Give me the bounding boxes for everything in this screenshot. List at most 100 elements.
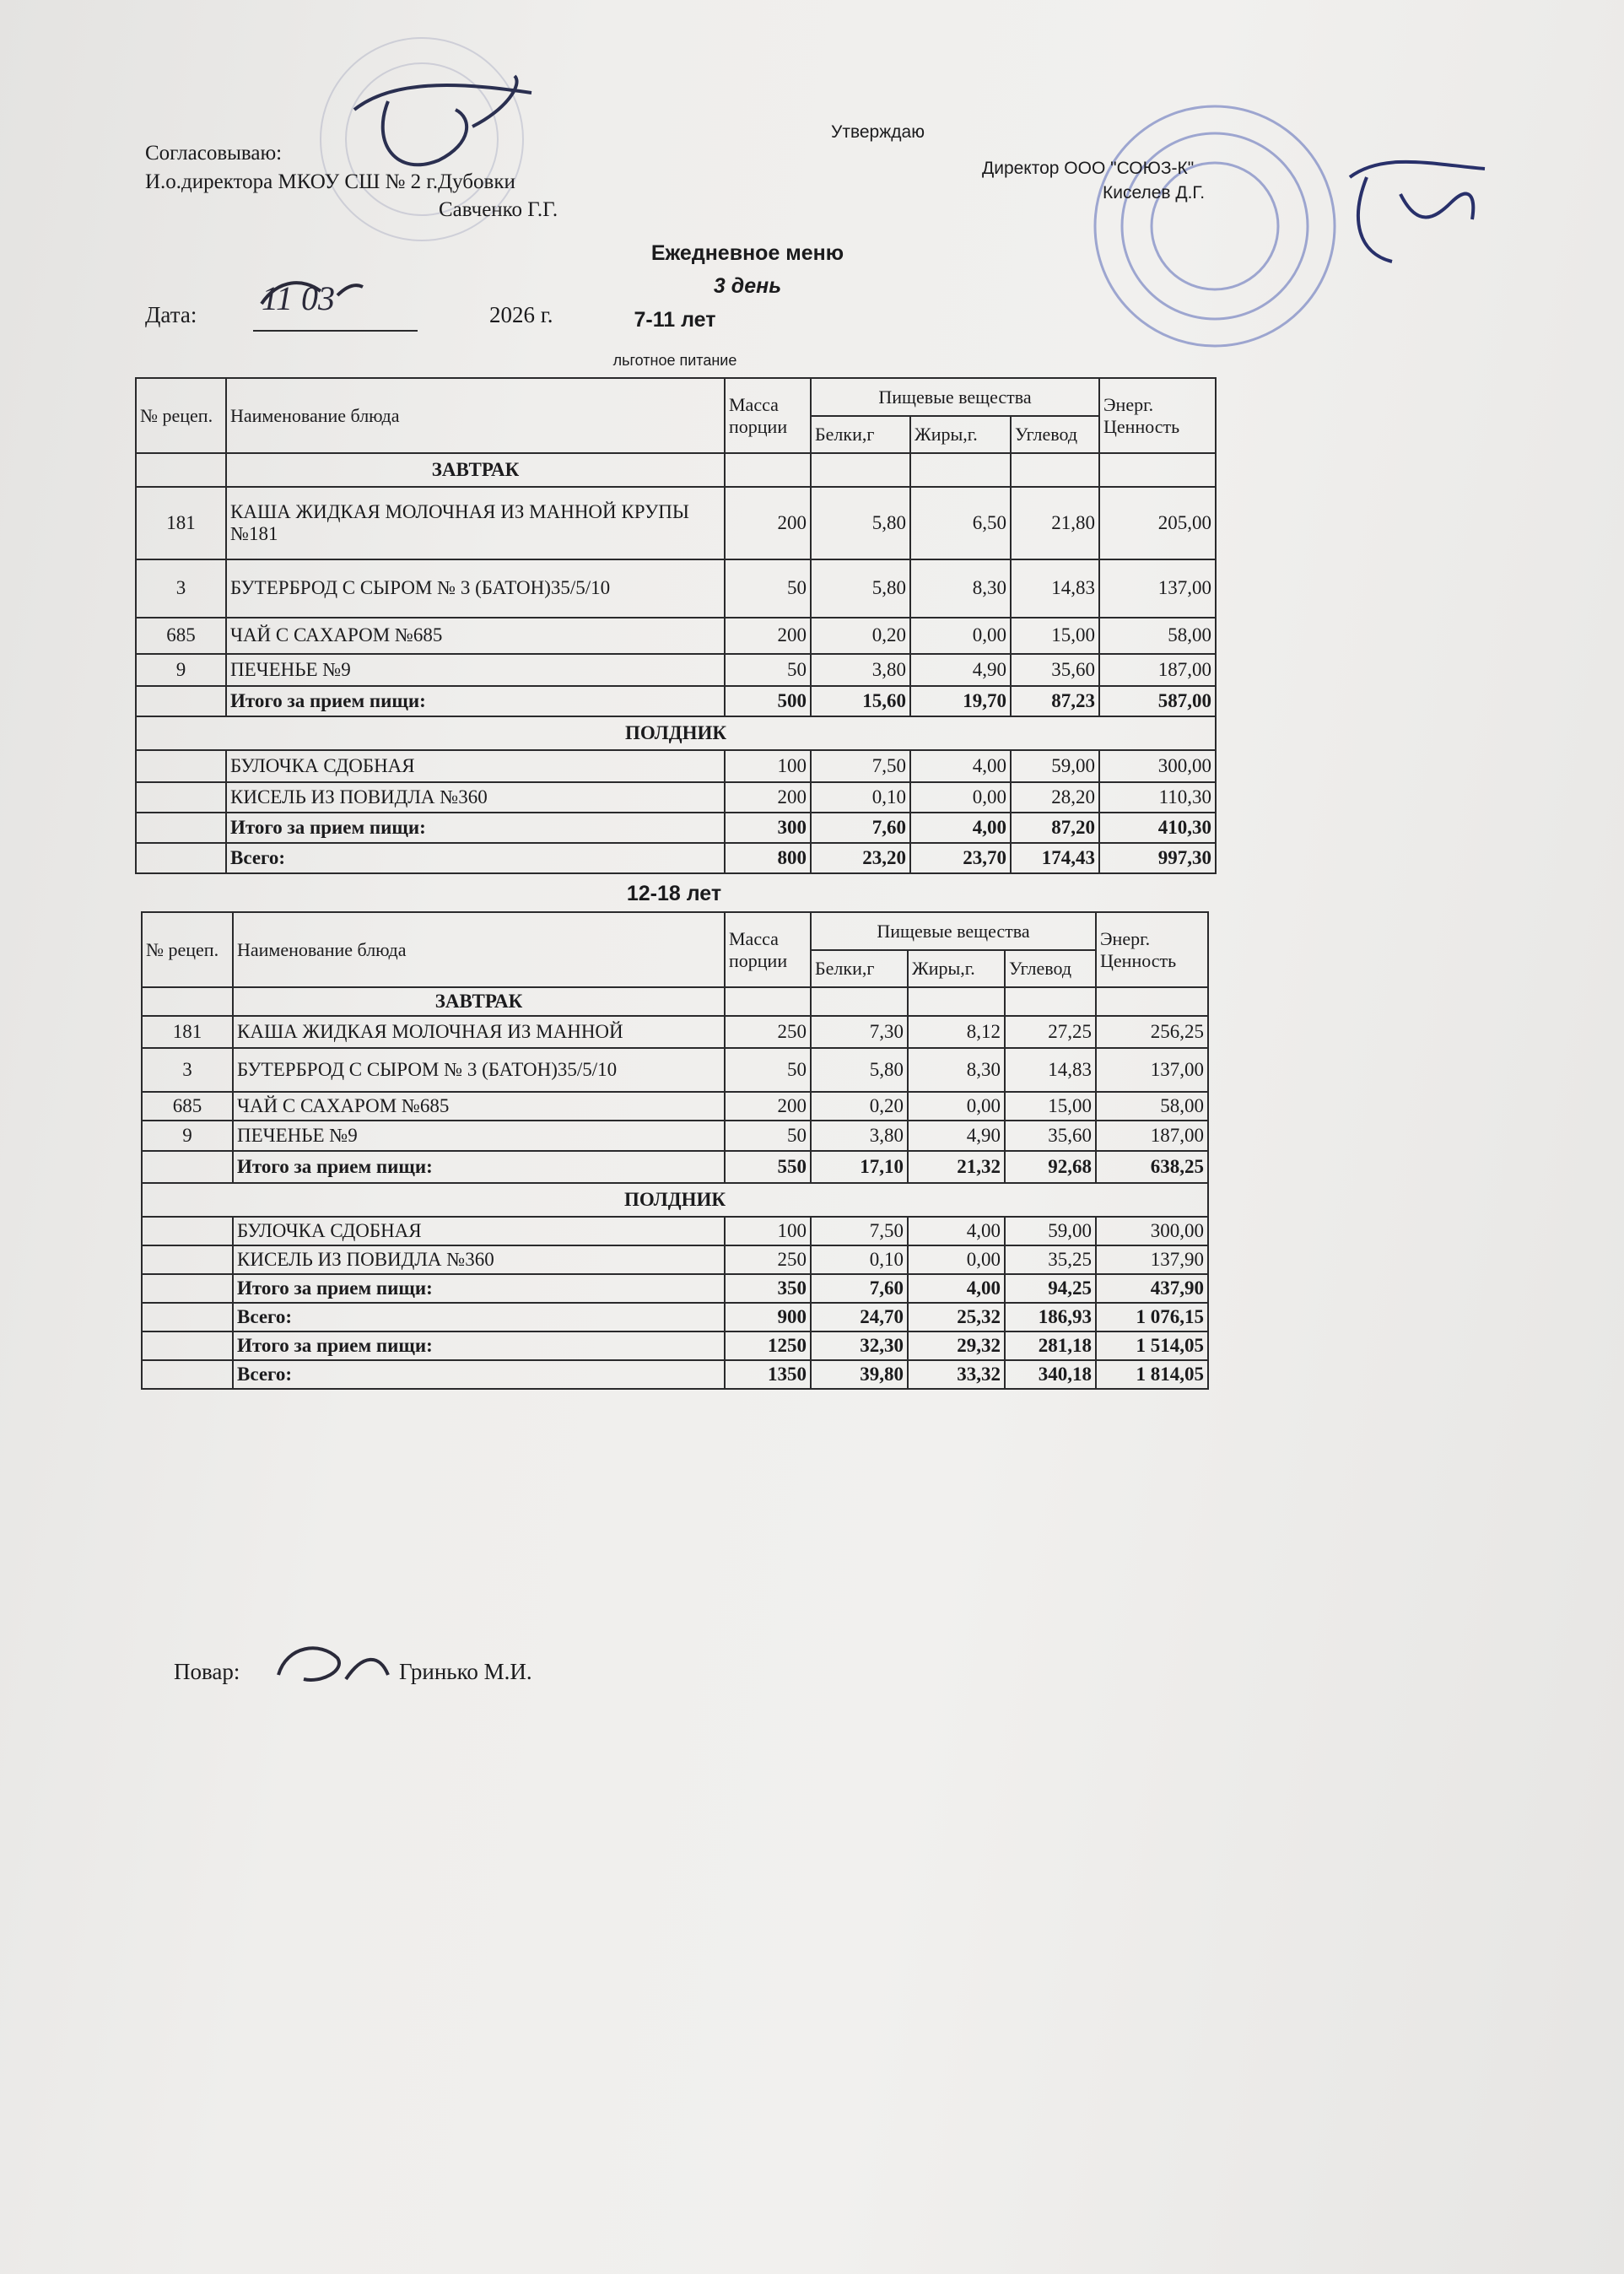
empty-cell: [135, 685, 227, 717]
dish-row: 685 ЧАЙ С САХАРОМ №685 200 0,20 0,00 15,00 58,…: [141, 1091, 1210, 1121]
total-row: Всего: 800 23,20 23,70 174,43 997,30: [135, 842, 1217, 874]
agree-position: И.о.директора МКОУ СШ № 2 г.Дубовки: [145, 170, 515, 193]
dish-row: 9 ПЕЧЕНЬЕ №9 50 3,80 4,90 35,60 187,00: [141, 1120, 1210, 1152]
protein: 0,20: [810, 617, 911, 655]
carbs: 35,60: [1009, 653, 1101, 687]
agree-name: Савченко Г.Г.: [439, 198, 558, 221]
fat: 4,00: [909, 749, 1012, 783]
agree-label: Согласовываю:: [145, 142, 283, 165]
column-subheader: Жиры,г.: [907, 949, 1006, 988]
recipe-number: 181: [135, 486, 227, 560]
meal-title: ПОЛДНИК: [134, 716, 1217, 751]
dish-name: ПЕЧЕНЬЕ №9: [232, 1120, 726, 1152]
dish-name: Итого за прием пищи:: [225, 685, 726, 717]
carbs: 14,83: [1003, 1047, 1098, 1093]
protein: 0,20: [810, 1091, 909, 1121]
fat: 4,00: [909, 812, 1012, 844]
portion: 1250: [724, 1331, 812, 1361]
portion: 300: [724, 812, 812, 844]
energy: 205,00: [1098, 486, 1217, 560]
dish-name: КИСЕЛЬ ИЗ ПОВИДЛА №360: [225, 781, 726, 813]
note: льготное питание: [612, 352, 737, 369]
age-group: 7-11 лет: [634, 308, 716, 332]
empty-cell: [141, 1150, 234, 1184]
protein: 39,80: [810, 1359, 909, 1390]
fat: 0,00: [909, 617, 1012, 655]
energy: 137,90: [1095, 1245, 1210, 1275]
dish-name: ЧАЙ С САХАРОМ №685: [232, 1091, 726, 1121]
dish-row: 3 БУТЕРБРОД С СЫРОМ № 3 (БАТОН)35/5/10 50 5…: [135, 559, 1217, 618]
energy: 300,00: [1095, 1216, 1210, 1246]
protein: 17,10: [810, 1150, 909, 1184]
empty-cell: [141, 986, 234, 1017]
fat: 4,00: [907, 1273, 1006, 1304]
total-row: Всего: 1350 39,80 33,32 340,18 1 814,05: [141, 1359, 1210, 1390]
menu-table: № рецеп. Наименование блюда Масса порции Пи…: [134, 377, 1217, 874]
age-group: 12-18 лет: [626, 882, 722, 905]
carbs: 21,80: [1009, 486, 1101, 560]
dish-name: БУЛОЧКА СДОБНАЯ: [232, 1216, 726, 1246]
fat: 21,32: [907, 1150, 1006, 1184]
fat: 0,00: [909, 781, 1012, 813]
energy: 58,00: [1095, 1091, 1210, 1121]
portion: 50: [724, 559, 812, 618]
empty-cell: [909, 452, 1012, 488]
energy: 137,00: [1098, 559, 1217, 618]
carbs: 59,00: [1009, 749, 1101, 783]
portion: 100: [724, 749, 812, 783]
empty-cell: [141, 1245, 234, 1275]
energy: 587,00: [1098, 685, 1217, 717]
header-row: № рецеп. Наименование блюда Масса порции Пи…: [135, 377, 1217, 454]
dish-name: Всего:: [232, 1359, 726, 1390]
dish-name: Итого за прием пищи:: [232, 1273, 726, 1304]
date-label: Дата:: [145, 302, 197, 327]
dish-name: Всего:: [232, 1302, 726, 1332]
fat: 0,00: [907, 1091, 1006, 1121]
fat: 0,00: [907, 1245, 1006, 1275]
energy: 187,00: [1098, 653, 1217, 687]
dish-name: Итого за прием пищи:: [232, 1331, 726, 1361]
dish-name: Итого за прием пищи:: [225, 812, 726, 844]
empty-cell: [1095, 986, 1210, 1017]
empty-cell: [135, 749, 227, 783]
empty-cell: [141, 1216, 234, 1246]
carbs: 15,00: [1003, 1091, 1098, 1121]
fat: 8,12: [907, 1015, 1006, 1049]
column-header: Масса порции: [724, 377, 812, 454]
energy: 187,00: [1095, 1120, 1210, 1152]
column-header: Энерг. Ценность: [1095, 911, 1210, 988]
protein: 0,10: [810, 1245, 909, 1275]
protein: 3,80: [810, 653, 911, 687]
empty-cell: [1098, 452, 1217, 488]
empty-cell: [135, 842, 227, 874]
dish-name: КАША ЖИДКАЯ МОЛОЧНАЯ ИЗ МАННОЙ: [232, 1015, 726, 1049]
carbs: 15,00: [1009, 617, 1101, 655]
portion: 1350: [724, 1359, 812, 1390]
menu-table: № рецеп. Наименование блюда Масса порции Пи…: [140, 911, 1210, 1390]
empty-cell: [135, 812, 227, 844]
meal-title: ЗАВТРАК: [225, 452, 726, 488]
empty-cell: [724, 986, 812, 1017]
carbs: 340,18: [1003, 1359, 1098, 1390]
approve-name: Киселев Д.Г.: [1103, 183, 1206, 203]
energy: 110,30: [1098, 781, 1217, 813]
energy: 137,00: [1095, 1047, 1210, 1093]
dish-row: 181 КАША ЖИДКАЯ МОЛОЧНАЯ ИЗ МАННОЙ КРУПЫ …: [135, 486, 1217, 560]
column-subheader: Углевод: [1003, 949, 1098, 988]
portion: 800: [724, 842, 812, 874]
empty-cell: [1009, 452, 1101, 488]
recipe-number: 9: [141, 1120, 234, 1152]
recipe-number: 181: [141, 1015, 234, 1049]
dish-name: Всего:: [225, 842, 726, 874]
dish-row: БУЛОЧКА СДОБНАЯ 100 7,50 4,00 59,00 300,00: [135, 749, 1217, 783]
protein: 24,70: [810, 1302, 909, 1332]
energy: 1 076,15: [1095, 1302, 1210, 1332]
total-row: Всего: 900 24,70 25,32 186,93 1 076,15: [141, 1302, 1210, 1332]
fat: 19,70: [909, 685, 1012, 717]
dish-name: БУЛОЧКА СДОБНАЯ: [225, 749, 726, 783]
carbs: 94,25: [1003, 1273, 1098, 1304]
meal-row: ПОЛДНИК: [134, 716, 1217, 751]
column-subheader: Углевод: [1009, 415, 1101, 454]
